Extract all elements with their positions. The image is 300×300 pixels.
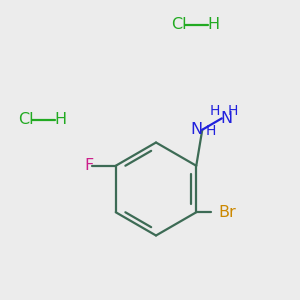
Text: F: F	[85, 158, 94, 173]
Text: H: H	[54, 112, 66, 128]
Text: H: H	[206, 124, 217, 138]
Text: N: N	[220, 111, 232, 126]
Text: H: H	[207, 17, 219, 32]
Text: Cl: Cl	[171, 17, 186, 32]
Text: Cl: Cl	[18, 112, 33, 128]
Text: H: H	[228, 104, 238, 118]
Text: H: H	[210, 104, 220, 118]
Text: Br: Br	[219, 205, 236, 220]
Text: N: N	[191, 122, 203, 137]
